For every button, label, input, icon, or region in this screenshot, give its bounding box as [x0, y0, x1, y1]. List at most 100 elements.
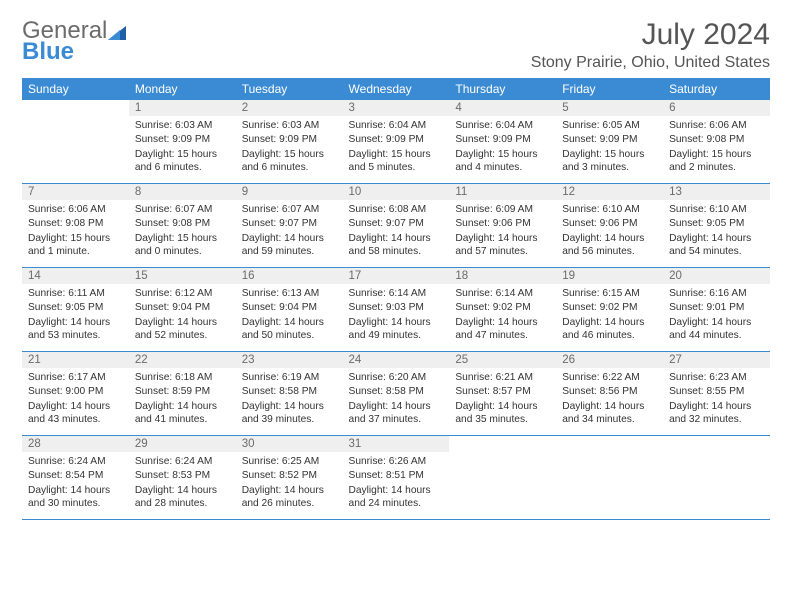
- day-cell: Sunrise: 6:21 AMSunset: 8:57 PMDaylight:…: [449, 368, 556, 436]
- sunset-text: Sunset: 9:04 PM: [242, 301, 337, 314]
- day-number: 29: [129, 436, 236, 453]
- day-header-row: Sunday Monday Tuesday Wednesday Thursday…: [22, 78, 770, 100]
- day-cell: Sunrise: 6:22 AMSunset: 8:56 PM Daylight:…: [556, 368, 663, 436]
- sunrise-text: Sunrise: 6:05 AM: [562, 119, 657, 132]
- daylight-text: Daylight: 14 hours and 52 minutes.: [135, 316, 230, 343]
- daylight-text: Daylight: 15 hours and 1 minute.: [28, 232, 123, 259]
- sunset-text: Sunset: 9:08 PM: [135, 217, 230, 230]
- daylight-text: Daylight: 14 hours and 59 minutes.: [242, 232, 337, 259]
- sunset-text: Sunset: 8:58 PM: [349, 385, 444, 398]
- day-cell: Sunrise: 6:07 AMSunset: 9:07 PMDaylight:…: [236, 200, 343, 268]
- day-number: 17: [343, 268, 450, 285]
- sunrise-text: Sunrise: 6:07 AM: [135, 203, 230, 216]
- sunrise-text: Sunrise: 6:14 AM: [349, 287, 444, 300]
- sunset-text: Sunset: 8:58 PM: [242, 385, 337, 398]
- week-body-row: Sunrise: 6:24 AMSunset: 8:54 PMDaylight:…: [22, 452, 770, 520]
- daylight-text: Daylight: 14 hours and 43 minutes.: [28, 400, 123, 427]
- day-number: 3: [343, 100, 450, 116]
- daylight-text: Daylight: 15 hours and 6 minutes.: [135, 148, 230, 175]
- day-cell: Sunrise: 6:25 AMSunset: 8:52 PMDaylight:…: [236, 452, 343, 520]
- day-number: 16: [236, 268, 343, 285]
- day-number: 31: [343, 436, 450, 453]
- day-number: 21: [22, 352, 129, 369]
- day-number: 11: [449, 184, 556, 201]
- day-cell: Sunrise: 6:12 AMSunset: 9:04 PM Daylight:…: [129, 284, 236, 352]
- sunrise-text: Sunrise: 6:10 AM: [669, 203, 764, 216]
- day-cell: Sunrise: 6:04 AMSunset: 9:09 PMDaylight:…: [343, 116, 450, 184]
- sunrise-text: Sunrise: 6:03 AM: [242, 119, 337, 132]
- day-cell: Sunrise: 6:10 AMSunset: 9:05 PMDaylight:…: [663, 200, 770, 268]
- day-cell: Sunrise: 6:10 AMSunset: 9:06 PMDaylight:…: [556, 200, 663, 268]
- sunrise-text: Sunrise: 6:19 AM: [242, 371, 337, 384]
- daylight-text: Daylight: 14 hours and 24 minutes.: [349, 484, 444, 511]
- sunset-text: Sunset: 8:56 PM: [562, 385, 657, 398]
- day-cell: Sunrise: 6:15 AMSunset: 9:02 PMDaylight:…: [556, 284, 663, 352]
- sunrise-text: Sunrise: 6:14 AM: [455, 287, 550, 300]
- sunset-text: Sunset: 9:09 PM: [562, 133, 657, 146]
- day-number: 24: [343, 352, 450, 369]
- day-cell: Sunrise: 6:23 AMSunset: 8:55 PMDaylight:…: [663, 368, 770, 436]
- sunrise-text: Sunrise: 6:25 AM: [242, 455, 337, 468]
- day-cell: [663, 452, 770, 520]
- sunset-text: Sunset: 9:04 PM: [135, 301, 230, 314]
- sunrise-text: Sunrise: 6:06 AM: [669, 119, 764, 132]
- week-daynum-row: 28293031: [22, 436, 770, 453]
- month-title: July 2024: [531, 18, 770, 52]
- dayhead-tue: Tuesday: [236, 78, 343, 100]
- dayhead-sun: Sunday: [22, 78, 129, 100]
- week-body-row: Sunrise: 6:17 AMSunset: 9:00 PMDaylight:…: [22, 368, 770, 436]
- week-daynum-row: 123456: [22, 100, 770, 116]
- dayhead-wed: Wednesday: [343, 78, 450, 100]
- day-number: [22, 100, 129, 116]
- daylight-text: Daylight: 15 hours and 2 minutes.: [669, 148, 764, 175]
- day-number: 18: [449, 268, 556, 285]
- day-number: 22: [129, 352, 236, 369]
- day-number: 23: [236, 352, 343, 369]
- day-number: 14: [22, 268, 129, 285]
- day-cell: Sunrise: 6:05 AMSunset: 9:09 PM Daylight:…: [556, 116, 663, 184]
- daylight-text: Daylight: 14 hours and 54 minutes.: [669, 232, 764, 259]
- day-number: [449, 436, 556, 453]
- day-number: [663, 436, 770, 453]
- sunset-text: Sunset: 8:54 PM: [28, 469, 123, 482]
- sunrise-text: Sunrise: 6:16 AM: [669, 287, 764, 300]
- day-cell: Sunrise: 6:19 AMSunset: 8:58 PMDaylight:…: [236, 368, 343, 436]
- day-cell: Sunrise: 6:07 AMSunset: 9:08 PMDaylight:…: [129, 200, 236, 268]
- day-number: 9: [236, 184, 343, 201]
- day-cell: Sunrise: 6:04 AMSunset: 9:09 PMDaylight:…: [449, 116, 556, 184]
- day-cell: [556, 452, 663, 520]
- sunrise-text: Sunrise: 6:17 AM: [28, 371, 123, 384]
- week-daynum-row: 78910111213: [22, 184, 770, 201]
- day-cell: [449, 452, 556, 520]
- sunset-text: Sunset: 9:06 PM: [455, 217, 550, 230]
- week-daynum-row: 21222324252627: [22, 352, 770, 369]
- day-number: 12: [556, 184, 663, 201]
- week-body-row: Sunrise: 6:06 AM Sunset: 9:08 PM Daylight:…: [22, 200, 770, 268]
- daylight-text: Daylight: 15 hours and 3 minutes.: [562, 148, 657, 175]
- sunrise-text: Sunrise: 6:12 AM: [135, 287, 230, 300]
- sunset-text: Sunset: 9:09 PM: [349, 133, 444, 146]
- sunset-text: Sunset: 9:06 PM: [562, 217, 657, 230]
- day-number: 7: [22, 184, 129, 201]
- dayhead-mon: Monday: [129, 78, 236, 100]
- sunrise-text: Sunrise: 6:10 AM: [562, 203, 657, 216]
- sunrise-text: Sunrise: 6:04 AM: [455, 119, 550, 132]
- week-body-row: Sunrise: 6:11 AMSunset: 9:05 PMDaylight:…: [22, 284, 770, 352]
- day-cell: Sunrise: 6:08 AMSunset: 9:07 PMDaylight:…: [343, 200, 450, 268]
- sunset-text: Sunset: 8:57 PM: [455, 385, 550, 398]
- day-number: 5: [556, 100, 663, 116]
- dayhead-sat: Saturday: [663, 78, 770, 100]
- day-cell: Sunrise: 6:06 AMSunset: 9:08 PMDaylight:…: [22, 200, 129, 268]
- sunrise-text: Sunrise: 6:06 AM: [28, 203, 123, 216]
- sunrise-text: Sunrise: 6:22 AM: [562, 371, 657, 384]
- week-body-row: Sunrise: 6:03 AM Sunset: 9:09 PM Daylight:…: [22, 116, 770, 184]
- daylight-text: Daylight: 14 hours and 34 minutes.: [562, 400, 657, 427]
- day-cell: Sunrise: 6:03 AMSunset: 9:09 PMDaylight:…: [236, 116, 343, 184]
- day-number: 2: [236, 100, 343, 116]
- sunrise-text: Sunrise: 6:03 AM: [135, 119, 230, 132]
- day-number: [556, 436, 663, 453]
- daylight-text: Daylight: 14 hours and 58 minutes.: [349, 232, 444, 259]
- daylight-text: Daylight: 14 hours and 28 minutes.: [135, 484, 230, 511]
- day-number: 19: [556, 268, 663, 285]
- day-number: 8: [129, 184, 236, 201]
